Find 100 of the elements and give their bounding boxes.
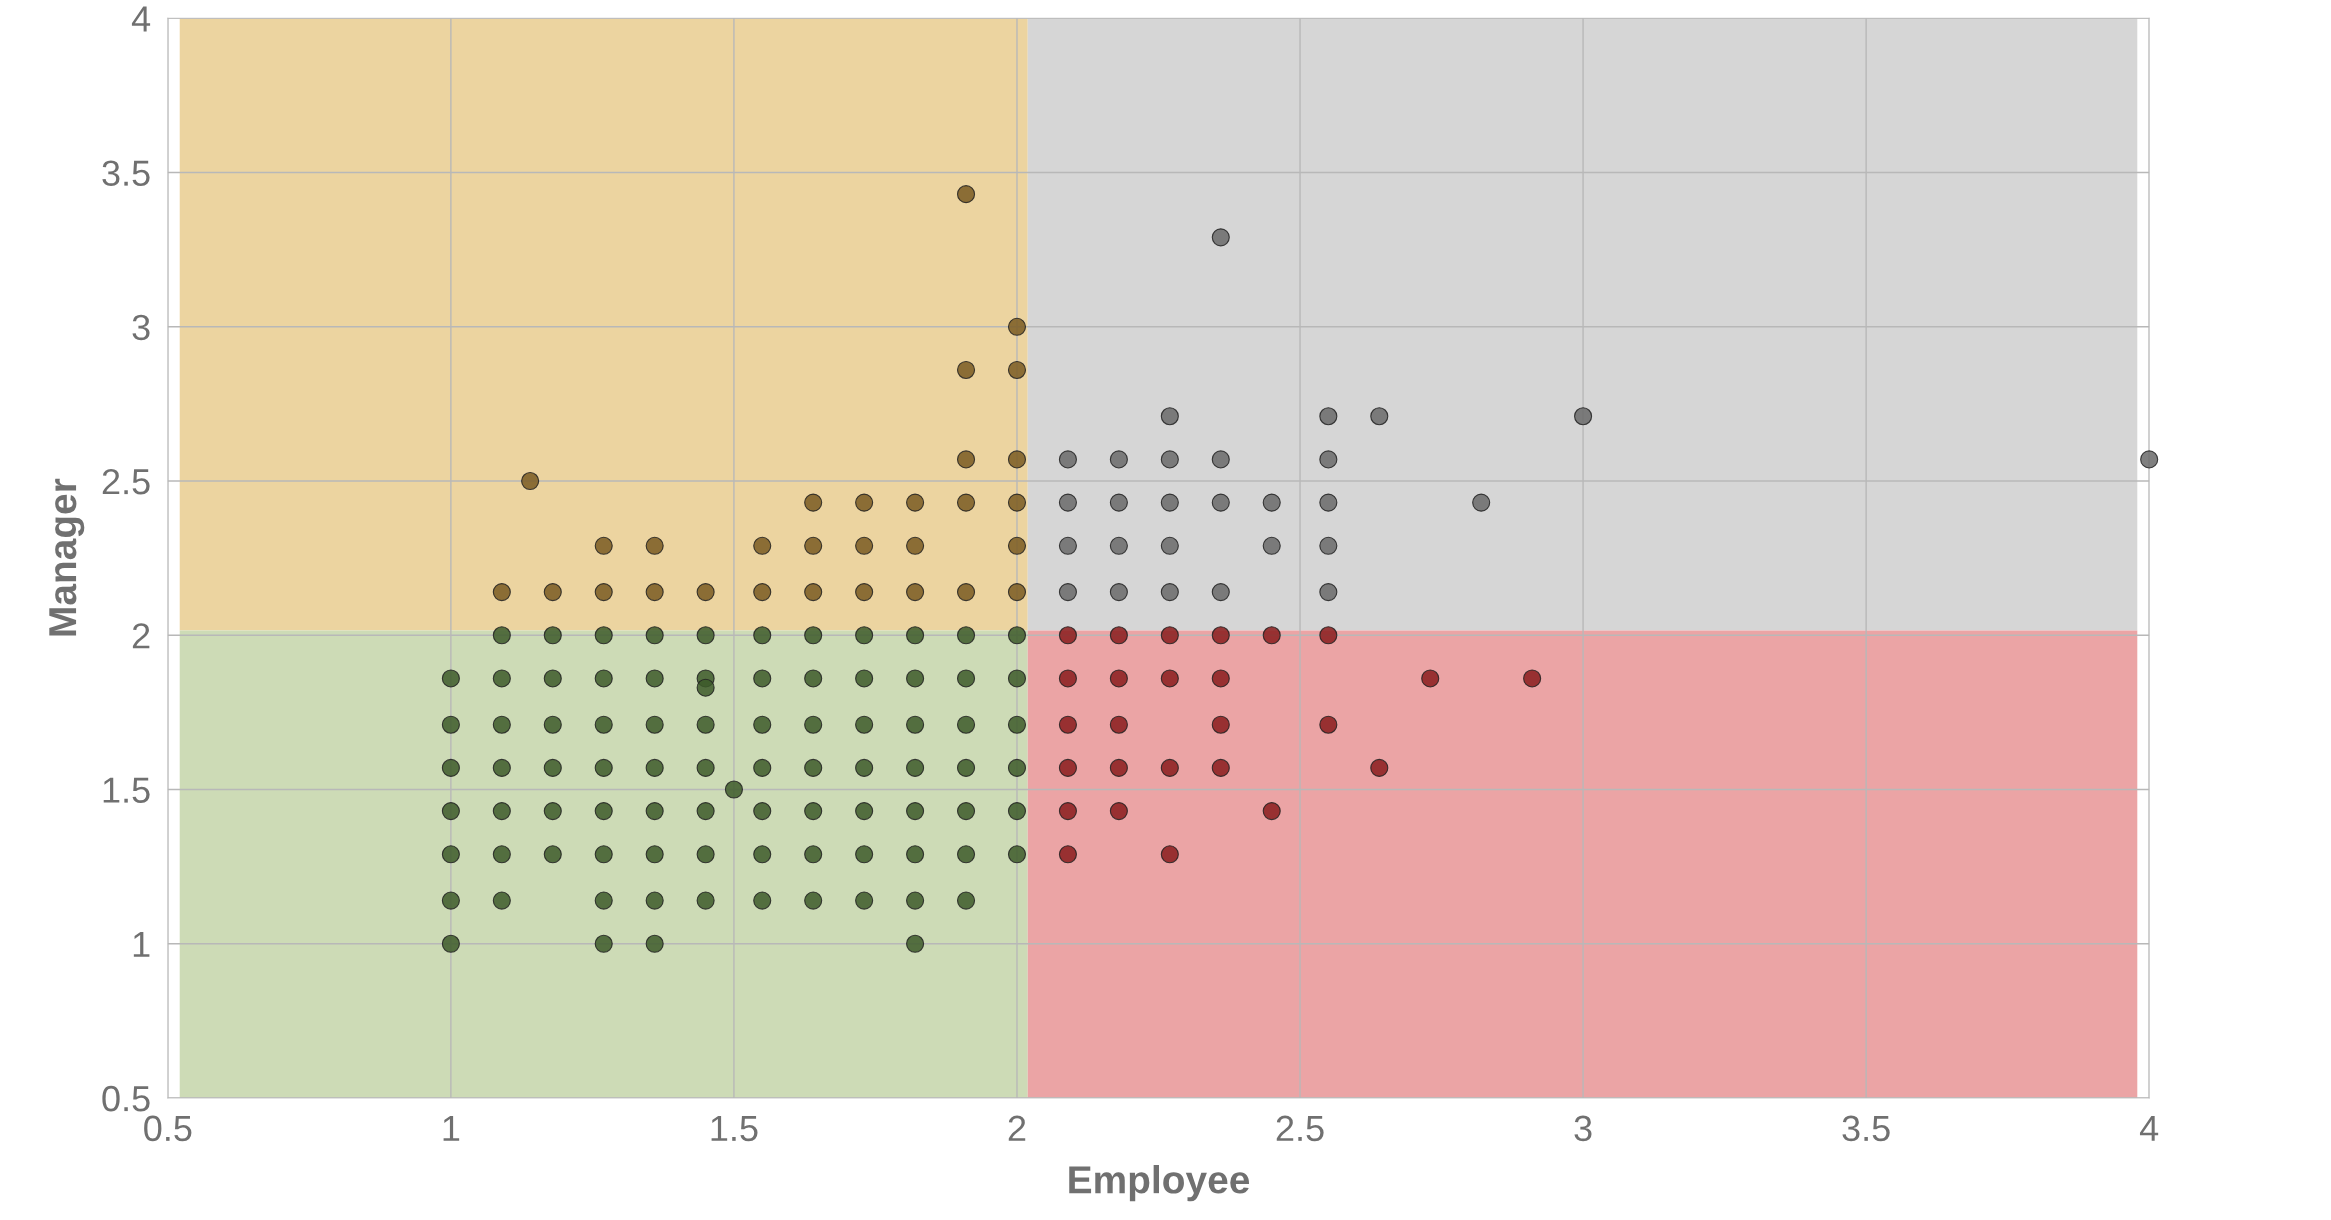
point xyxy=(1574,407,1593,426)
point xyxy=(1319,450,1338,469)
y-tick-label: 1.5 xyxy=(103,777,150,803)
x-tick-label: 1.5 xyxy=(711,1115,758,1142)
point xyxy=(1160,583,1179,602)
point xyxy=(1007,450,1027,469)
point xyxy=(1472,493,1491,512)
point xyxy=(1109,758,1128,777)
point xyxy=(492,583,511,602)
point xyxy=(855,536,874,555)
point xyxy=(1211,626,1230,645)
point xyxy=(804,536,823,555)
point xyxy=(1262,493,1281,512)
point xyxy=(1058,758,1077,777)
point xyxy=(1523,669,1542,688)
point xyxy=(956,360,976,380)
point xyxy=(1160,758,1179,777)
point xyxy=(1319,536,1338,555)
point xyxy=(1160,493,1179,512)
point xyxy=(1211,493,1230,512)
point xyxy=(1160,536,1179,555)
point xyxy=(1007,493,1027,512)
point xyxy=(906,493,925,512)
y-tick-label: 1 xyxy=(133,932,150,957)
point xyxy=(1211,228,1230,247)
point xyxy=(1370,758,1389,777)
point xyxy=(1109,715,1128,734)
point xyxy=(1262,536,1281,555)
point xyxy=(956,493,976,512)
point xyxy=(1109,536,1128,555)
point xyxy=(1319,493,1338,512)
y-tick-label: 4 xyxy=(131,6,151,32)
point xyxy=(1007,360,1027,380)
point xyxy=(1109,626,1128,645)
point xyxy=(753,583,772,602)
point xyxy=(2140,450,2159,469)
x-tick-label: 3.5 xyxy=(1842,1115,1890,1142)
point xyxy=(521,471,540,491)
point xyxy=(1007,317,1027,336)
point xyxy=(1211,758,1230,777)
point xyxy=(855,583,874,602)
point xyxy=(1007,583,1027,602)
point xyxy=(1319,583,1338,602)
point xyxy=(906,583,925,602)
point xyxy=(1211,583,1230,602)
point xyxy=(1058,715,1077,734)
point xyxy=(1319,715,1338,734)
point xyxy=(1109,802,1128,821)
point xyxy=(1109,669,1128,688)
point xyxy=(1160,626,1179,645)
point xyxy=(956,583,976,602)
y-tick-label: 2.5 xyxy=(102,468,150,495)
x-axis-title: Employee xyxy=(1069,1165,1250,1202)
y-tick-label: 3 xyxy=(132,314,150,341)
point xyxy=(1160,450,1179,469)
point xyxy=(645,536,664,555)
point xyxy=(1058,493,1077,512)
point xyxy=(1262,802,1281,821)
point xyxy=(1058,669,1077,688)
point xyxy=(1211,669,1230,688)
point xyxy=(1211,715,1230,734)
point xyxy=(1160,845,1179,864)
point xyxy=(1058,802,1077,821)
y-tick-label: 0.5 xyxy=(102,1085,150,1112)
point xyxy=(1160,669,1179,688)
x-tick-label: 4 xyxy=(2139,1115,2159,1141)
y-axis-title: Manager xyxy=(49,478,85,636)
point xyxy=(696,583,715,602)
point xyxy=(1109,493,1128,512)
y-tick-label: 2 xyxy=(132,623,150,649)
x-tick-label: 1 xyxy=(443,1115,460,1141)
point xyxy=(804,583,823,602)
point xyxy=(1109,583,1128,602)
point xyxy=(1370,407,1389,426)
point xyxy=(1058,583,1077,602)
point xyxy=(1211,450,1230,469)
point xyxy=(1058,450,1077,469)
point xyxy=(804,493,823,512)
point xyxy=(855,493,874,512)
point xyxy=(1262,626,1281,645)
point xyxy=(956,185,976,204)
point xyxy=(1058,845,1077,864)
x-tick-label: 2.5 xyxy=(1276,1115,1324,1142)
point xyxy=(1109,450,1128,469)
point xyxy=(753,536,772,555)
x-tick-label: 2 xyxy=(1008,1115,1026,1141)
point xyxy=(543,583,562,602)
point xyxy=(1319,407,1338,426)
point xyxy=(906,536,925,555)
point xyxy=(1160,407,1179,426)
point xyxy=(1058,626,1077,645)
point xyxy=(956,450,976,469)
point xyxy=(1319,626,1338,645)
point xyxy=(594,583,613,602)
point xyxy=(1007,536,1027,555)
point xyxy=(1058,536,1077,555)
y-tick-label: 3.5 xyxy=(102,160,150,186)
x-tick-label: 3 xyxy=(1574,1115,1592,1142)
point xyxy=(1421,669,1440,688)
point xyxy=(594,536,613,555)
